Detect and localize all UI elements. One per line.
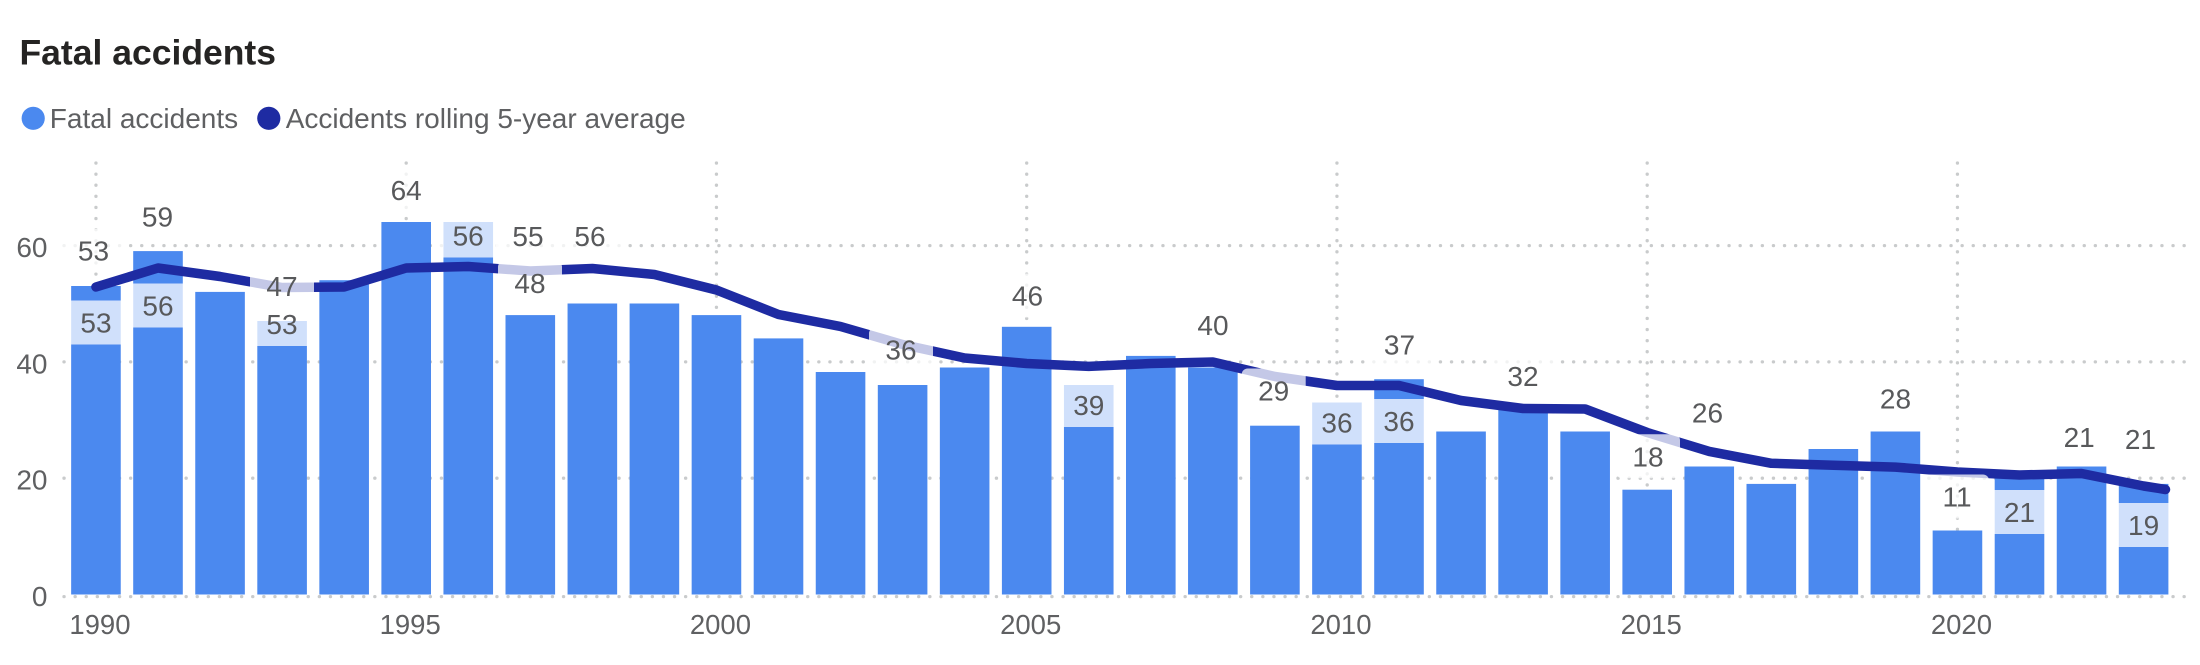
- svg-text:1995: 1995: [380, 609, 441, 640]
- svg-text:26: 26: [1692, 398, 1723, 429]
- svg-text:60: 60: [16, 232, 47, 263]
- svg-text:2020: 2020: [1931, 609, 1992, 640]
- svg-text:37: 37: [1384, 330, 1415, 361]
- svg-text:0: 0: [32, 581, 48, 612]
- svg-text:Fatal accidents: Fatal accidents: [50, 103, 238, 134]
- svg-text:Fatal accidents: Fatal accidents: [20, 33, 277, 73]
- svg-text:56: 56: [574, 221, 605, 252]
- svg-text:21: 21: [2064, 422, 2095, 453]
- svg-text:20: 20: [16, 465, 47, 496]
- svg-text:21: 21: [2004, 497, 2035, 528]
- svg-text:19: 19: [2128, 510, 2159, 541]
- svg-text:53: 53: [78, 236, 109, 267]
- svg-text:64: 64: [391, 175, 422, 206]
- svg-text:56: 56: [453, 221, 484, 252]
- svg-text:40: 40: [1197, 310, 1228, 341]
- svg-text:2010: 2010: [1310, 609, 1371, 640]
- svg-text:36: 36: [885, 335, 916, 366]
- svg-text:36: 36: [1383, 406, 1414, 437]
- svg-text:1990: 1990: [69, 609, 130, 640]
- svg-text:39: 39: [1073, 390, 1104, 421]
- svg-text:Accidents rolling 5-year avera: Accidents rolling 5-year average: [286, 103, 686, 134]
- svg-text:40: 40: [16, 348, 47, 379]
- svg-text:36: 36: [1321, 408, 1352, 439]
- svg-text:21: 21: [2125, 424, 2156, 455]
- svg-text:47: 47: [266, 271, 297, 302]
- svg-text:2015: 2015: [1621, 609, 1682, 640]
- svg-text:48: 48: [514, 268, 545, 299]
- svg-text:53: 53: [80, 308, 111, 339]
- svg-text:11: 11: [1942, 482, 1971, 513]
- svg-text:53: 53: [266, 309, 297, 340]
- svg-text:46: 46: [1012, 281, 1043, 312]
- svg-text:2005: 2005: [1000, 609, 1061, 640]
- svg-text:18: 18: [1632, 441, 1663, 472]
- svg-text:55: 55: [512, 221, 543, 252]
- svg-text:29: 29: [1258, 376, 1289, 407]
- svg-text:2000: 2000: [690, 609, 751, 640]
- svg-text:59: 59: [142, 202, 173, 233]
- svg-text:32: 32: [1507, 361, 1538, 392]
- svg-text:28: 28: [1880, 384, 1911, 415]
- svg-text:56: 56: [142, 291, 173, 322]
